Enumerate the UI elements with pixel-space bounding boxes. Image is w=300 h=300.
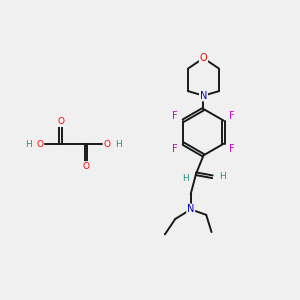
Text: O: O — [103, 140, 110, 148]
Text: F: F — [172, 143, 178, 154]
Text: O: O — [37, 140, 44, 148]
Text: O: O — [57, 117, 64, 126]
Text: O: O — [200, 53, 207, 63]
Text: F: F — [172, 111, 178, 121]
Text: H: H — [115, 140, 122, 148]
Text: H: H — [182, 174, 189, 183]
Text: N: N — [200, 91, 207, 100]
Text: O: O — [82, 162, 90, 171]
Text: H: H — [26, 140, 32, 148]
Text: F: F — [229, 111, 235, 121]
Text: H: H — [219, 172, 226, 181]
Text: N: N — [187, 204, 194, 214]
Text: F: F — [229, 143, 235, 154]
